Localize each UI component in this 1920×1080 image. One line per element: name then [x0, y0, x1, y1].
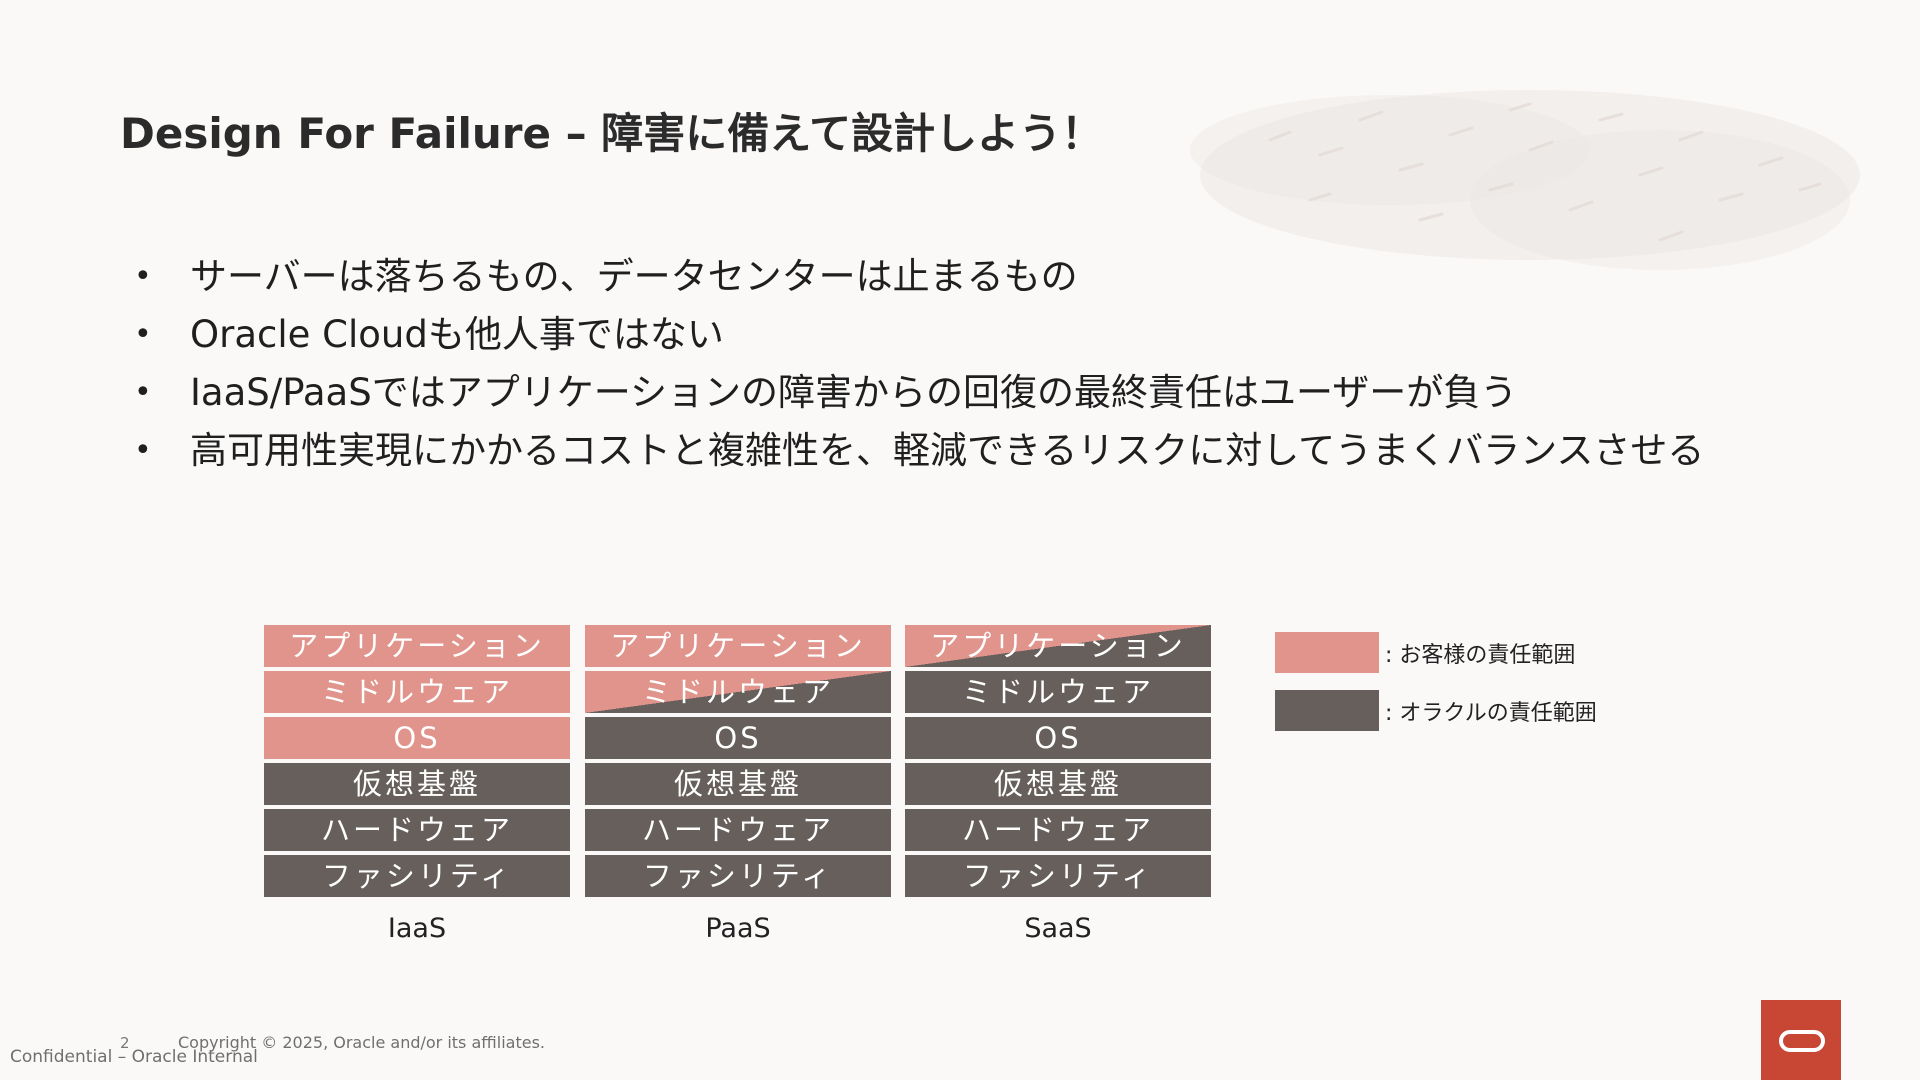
- bullet-icon: •: [134, 317, 152, 352]
- bullet-icon: •: [134, 259, 152, 294]
- legend-item-customer: : お客様の責任範囲: [1275, 632, 1597, 673]
- stack-label: IaaS: [387, 913, 447, 944]
- layer-facility: ファシリティ: [264, 855, 570, 897]
- bullet-text: IaaS/PaaSではアプリケーションの障害からの回復の最終責任はユーザーが負う: [190, 371, 1518, 414]
- layer-virtualization: 仮想基盤: [905, 763, 1211, 805]
- stack-label: PaaS: [705, 913, 771, 944]
- layer-hardware: ハードウェア: [585, 809, 891, 851]
- layer-middleware: ミドルウェア: [264, 671, 570, 713]
- layer-os: OS: [585, 717, 891, 759]
- layer-os: OS: [264, 717, 570, 759]
- legend-label: : オラクルの責任範囲: [1385, 700, 1597, 726]
- paas-stack: アプリケーション ミドルウェア OS 仮想基盤 ハードウェア ファシリティ Pa…: [585, 625, 891, 944]
- page-title: Design For Failure – 障害に備えて設計しよう！: [120, 109, 1104, 158]
- iaas-stack: アプリケーション ミドルウェア OS 仮想基盤 ハードウェア ファシリティ Ia…: [264, 625, 570, 944]
- bullet-text: Oracle Cloudも他人事ではない: [190, 313, 724, 356]
- confidential-label: Confidential – Oracle Internal: [10, 1047, 258, 1067]
- layer-application: アプリケーション: [905, 625, 1211, 667]
- copyright-text: Copyright © 2025, Oracle and/or its affi…: [178, 1033, 545, 1052]
- list-item: • サーバーは落ちるもの、データセンターは止まるもの: [130, 255, 1810, 299]
- pattern-decoration: [1190, 90, 1860, 270]
- layer-middleware: ミドルウェア: [905, 671, 1211, 713]
- list-item: • 高可用性実現にかかるコストと複雑性を、軽減できるリスクに対してうまくバランス…: [130, 429, 1810, 473]
- layer-application: アプリケーション: [264, 625, 570, 667]
- stack-label: SaaS: [1024, 913, 1092, 944]
- legend-swatch-customer: [1275, 632, 1379, 673]
- saas-stack: アプリケーション ミドルウェア OS 仮想基盤 ハードウェア ファシリティ Sa…: [905, 625, 1211, 944]
- layer-application: アプリケーション: [585, 625, 891, 667]
- bullet-icon: •: [134, 433, 152, 468]
- legend: : お客様の責任範囲 : オラクルの責任範囲: [1275, 632, 1597, 748]
- layer-hardware: ハードウェア: [905, 809, 1211, 851]
- legend-label: : お客様の責任範囲: [1385, 642, 1576, 668]
- oracle-logo-icon: [1761, 1000, 1841, 1080]
- bullet-list: • サーバーは落ちるもの、データセンターは止まるもの • Oracle Clou…: [130, 255, 1810, 487]
- bullet-text: サーバーは落ちるもの、データセンターは止まるもの: [190, 255, 1078, 298]
- legend-item-oracle: : オラクルの責任範囲: [1275, 690, 1597, 731]
- layer-facility: ファシリティ: [585, 855, 891, 897]
- layer-facility: ファシリティ: [905, 855, 1211, 897]
- logo-ring-icon: [1779, 1030, 1825, 1052]
- page-number: 2: [120, 1034, 130, 1052]
- list-item: • Oracle Cloudも他人事ではない: [130, 313, 1810, 357]
- layer-os: OS: [905, 717, 1211, 759]
- list-item: • IaaS/PaaSではアプリケーションの障害からの回復の最終責任はユーザーが…: [130, 371, 1810, 415]
- layer-hardware: ハードウェア: [264, 809, 570, 851]
- layer-virtualization: 仮想基盤: [264, 763, 570, 805]
- layer-middleware: ミドルウェア: [585, 671, 891, 713]
- bullet-text: 高可用性実現にかかるコストと複雑性を、軽減できるリスクに対してうまくバランスさせ…: [190, 429, 1705, 472]
- layer-virtualization: 仮想基盤: [585, 763, 891, 805]
- legend-swatch-oracle: [1275, 690, 1379, 731]
- bullet-icon: •: [134, 375, 152, 410]
